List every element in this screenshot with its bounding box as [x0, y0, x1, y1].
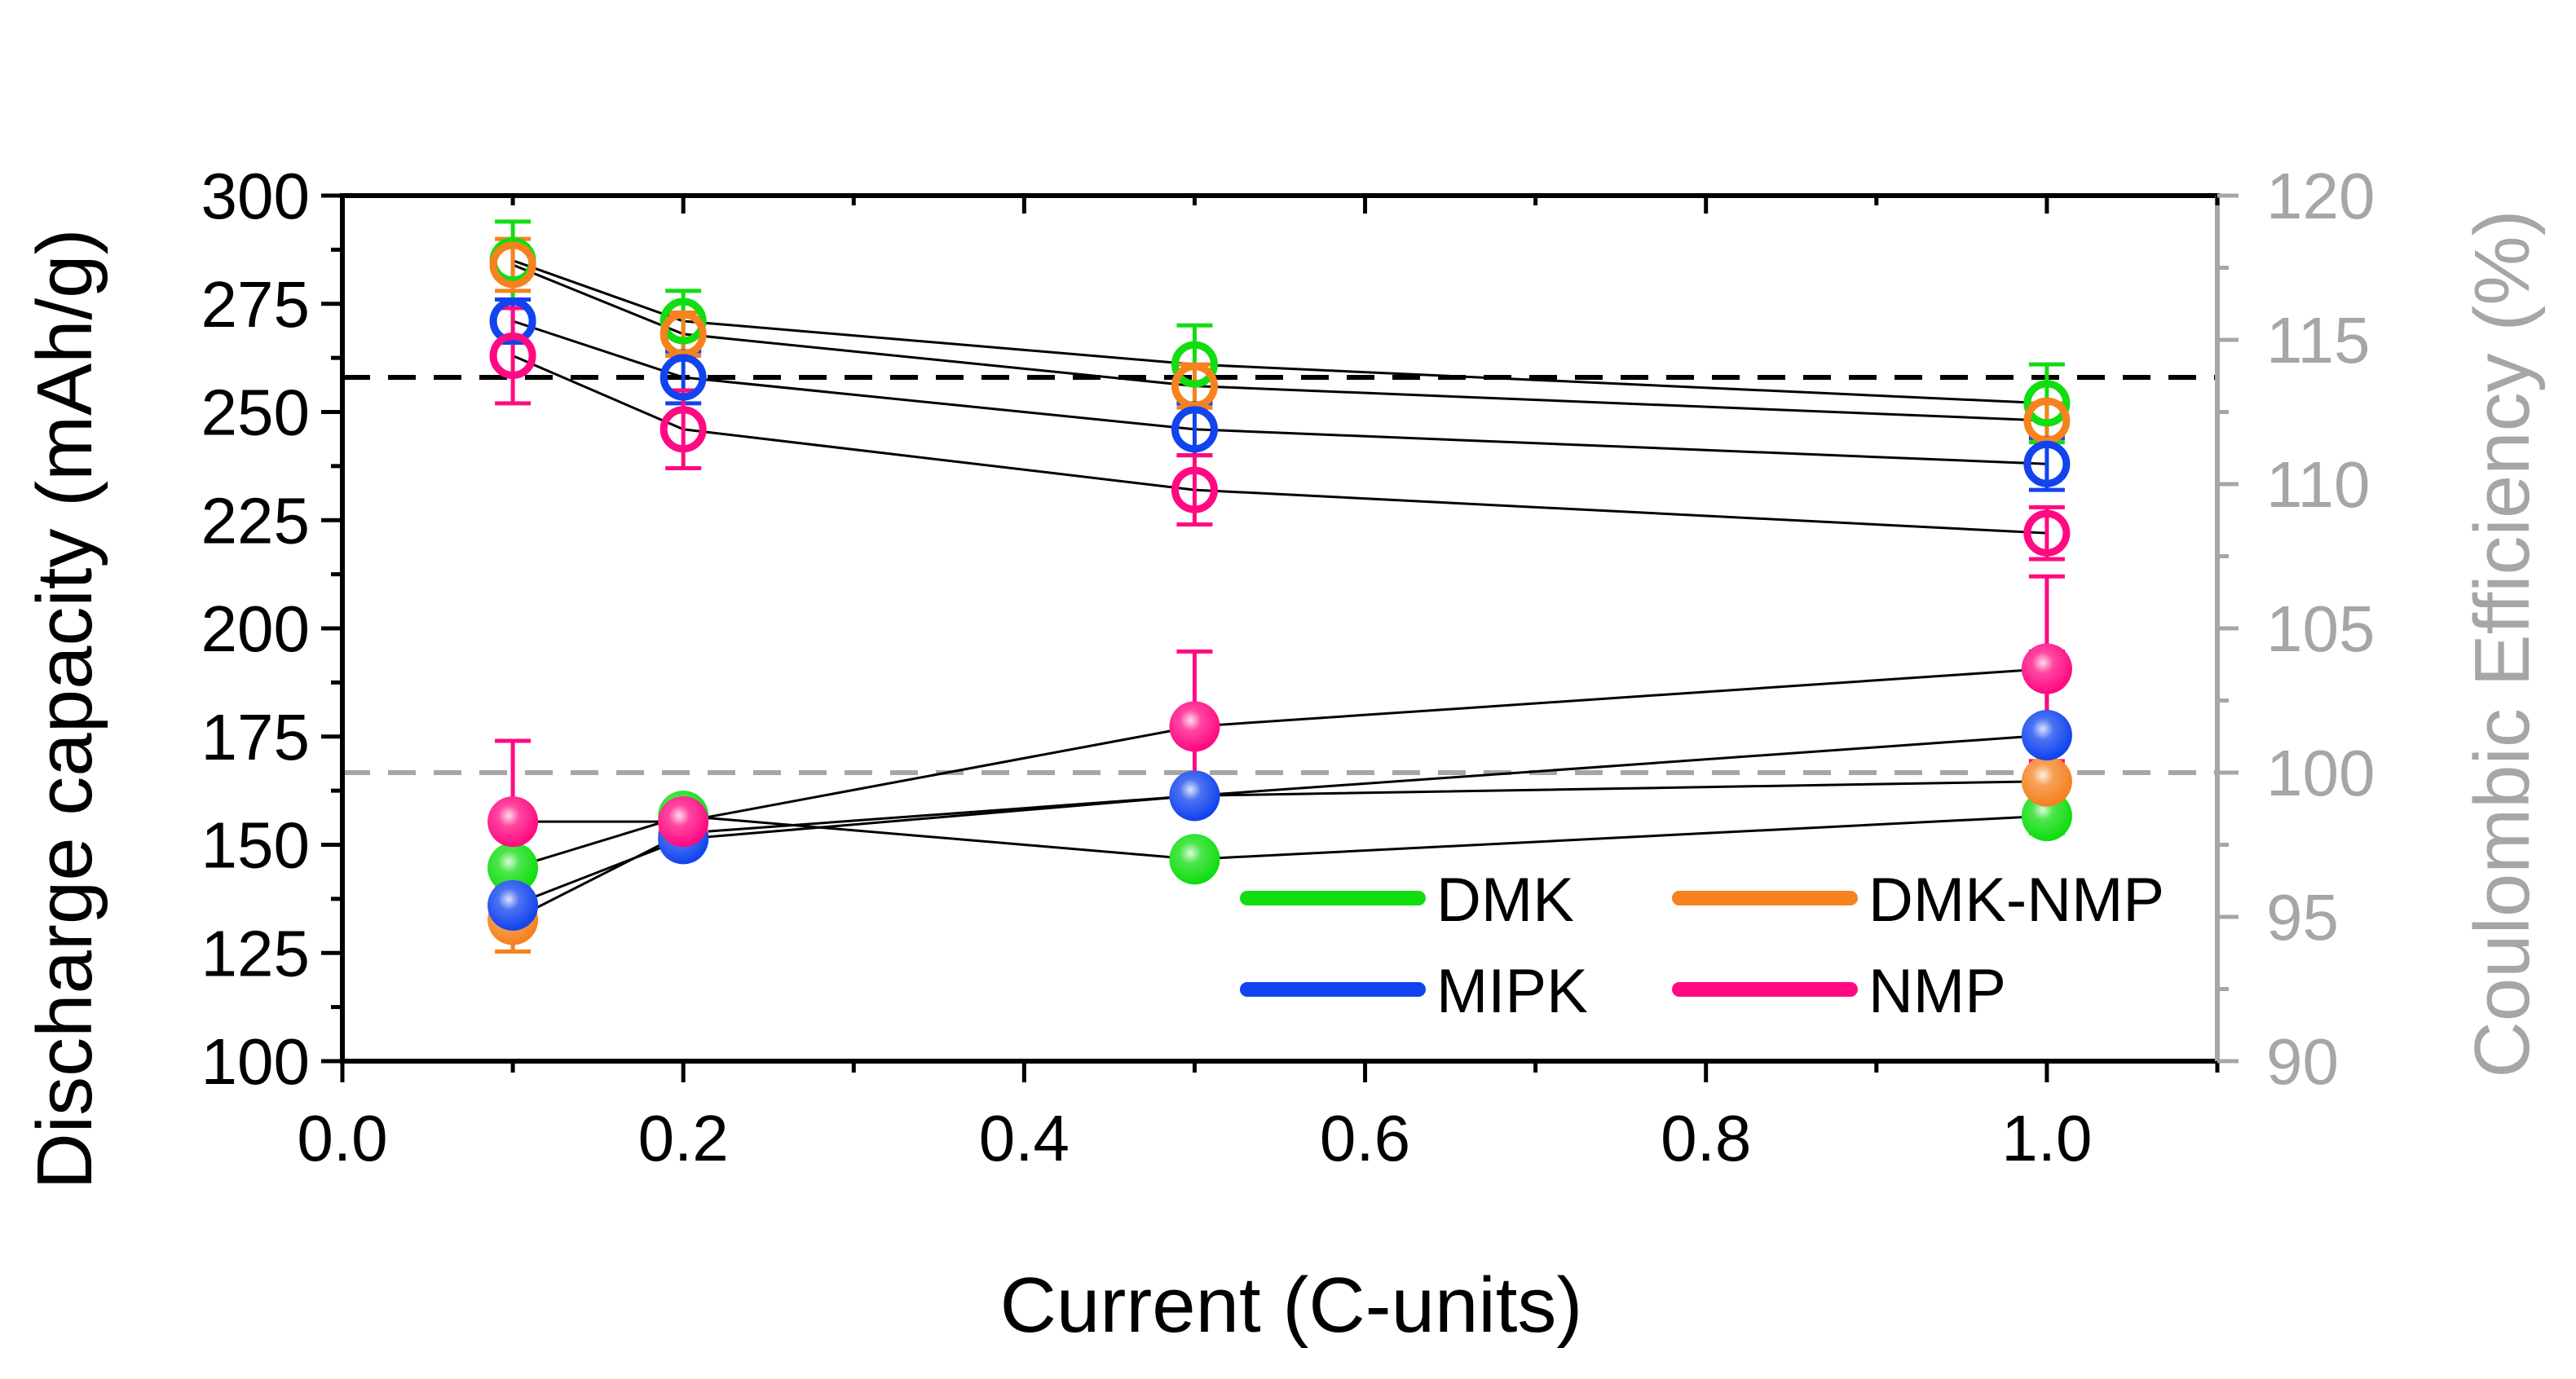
capacity-point-dmk — [1171, 341, 1218, 388]
y-right-tick-label: 120 — [2266, 160, 2375, 232]
capacity-point-dmk-nmp — [1171, 363, 1218, 410]
legend-label-mipk: MIPK — [1436, 957, 1588, 1026]
y-left-tick-label: 175 — [201, 701, 310, 773]
legend-label-nmp: NMP — [1868, 957, 2006, 1026]
capacity-line-nmp — [512, 355, 2047, 535]
efficiency-point-shine-dmk — [487, 842, 539, 893]
capacity-point-nmp — [659, 406, 707, 453]
efficiency-point-shine-dmk — [1169, 834, 1220, 885]
x-tick-label: 1.0 — [2001, 1102, 2092, 1174]
y-right-tick-label: 110 — [2266, 448, 2371, 521]
capacity-point-nmp — [1171, 466, 1218, 513]
efficiency-line-dmk-nmp — [512, 780, 2047, 921]
x-tick-label: 0.6 — [1320, 1102, 1410, 1174]
capacity-point-dmk — [2023, 380, 2071, 427]
capacity-point-nmp — [489, 332, 536, 379]
capacity-point-mipk — [659, 354, 707, 401]
capacity-point-dmk-nmp — [2023, 397, 2071, 444]
capacity-point-nmp — [2023, 509, 2071, 557]
y-left-tick-label: 125 — [201, 917, 310, 989]
capacity-point-dmk-nmp — [659, 311, 707, 358]
efficiency-point-shine-dmk-nmp — [2021, 756, 2072, 807]
efficiency-line-dmk — [512, 814, 2047, 870]
x-tick-label: 0.0 — [297, 1102, 387, 1174]
data-markers — [487, 237, 2072, 945]
legend-label-dmk: DMK — [1436, 866, 1574, 935]
capacity-point-mipk — [489, 297, 536, 345]
y-right-tick-label: 95 — [2266, 881, 2339, 954]
efficiency-point-shine-nmp — [2021, 643, 2072, 694]
y-right-tick-label: 100 — [2266, 737, 2375, 809]
y-left-tick-label: 200 — [201, 593, 310, 665]
capacity-point-mipk — [1171, 406, 1218, 453]
tick-labels: 0.0 0.2 0.4 0.6 0.8 1.0 100 125 150 175 200 225 250 2… — [201, 160, 2375, 1174]
capacity-line-dmk — [512, 259, 2047, 405]
x-axis-title: Current (C-units) — [1000, 1262, 1583, 1349]
efficiency-point-shine-dmk — [2021, 791, 2072, 842]
reference-lines — [342, 375, 2217, 775]
efficiency-line-mipk — [512, 734, 2048, 907]
efficiency-point-shine-mipk — [2021, 709, 2072, 760]
y-right-tick-label: 90 — [2266, 1025, 2339, 1098]
legend-label-dmk-nmp: DMK-NMP — [1868, 866, 2164, 935]
efficiency-line-nmp — [513, 667, 2048, 823]
y-right-tick-label: 105 — [2266, 593, 2375, 665]
x-tick-label: 0.4 — [979, 1102, 1070, 1174]
y-axis-left-title: Discharge capacity (mAh/g) — [21, 228, 108, 1189]
error-bars — [495, 219, 2065, 954]
capacity-point-mipk — [2023, 440, 2071, 487]
series-lines — [512, 259, 2048, 921]
efficiency-point-shine-nmp — [487, 796, 539, 848]
capacity-line-dmk-nmp — [512, 263, 2047, 422]
efficiency-point-shine-mipk — [1169, 770, 1220, 822]
efficiency-point-shine-nmp — [1169, 701, 1220, 752]
capacity-point-dmk — [659, 297, 707, 345]
y-left-tick-label: 225 — [201, 484, 310, 557]
y-left-tick-label: 150 — [201, 809, 310, 882]
axis-ticks — [321, 193, 2239, 1082]
y-left-tick-label: 275 — [201, 268, 310, 341]
x-tick-label: 0.8 — [1661, 1102, 1751, 1174]
y-left-tick-label: 300 — [201, 160, 310, 232]
efficiency-point-shine-mipk — [487, 879, 539, 931]
y-left-tick-label: 250 — [201, 377, 310, 449]
y-axis-right-title: Coulombic Efficiency (%) — [2459, 209, 2546, 1077]
legend: DMK DMK-NMP MIPK NMP — [1240, 866, 2164, 1026]
efficiency-point-shine-nmp — [658, 796, 709, 848]
y-left-tick-label: 100 — [201, 1025, 310, 1098]
capacity-line-mipk — [512, 319, 2047, 465]
y-right-tick-label: 115 — [2266, 304, 2371, 377]
capacity-point-dmk-nmp — [489, 241, 536, 289]
x-tick-label: 0.2 — [638, 1102, 729, 1174]
